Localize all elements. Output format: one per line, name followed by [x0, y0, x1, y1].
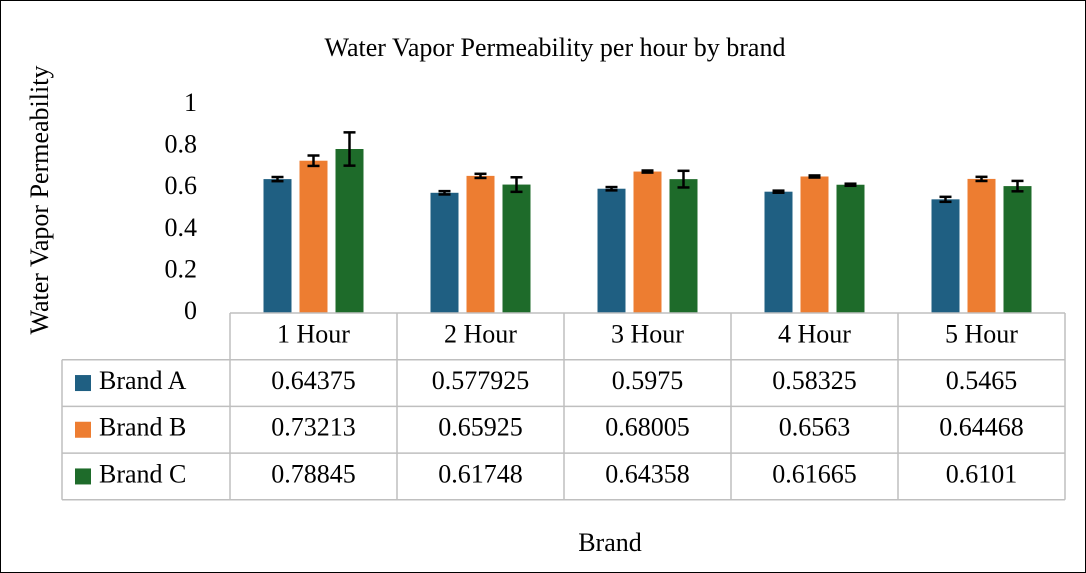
y-tick-label: 0.4 [165, 213, 198, 242]
x-tick-label: 4 Hour [778, 319, 851, 348]
bar [764, 191, 793, 313]
table-cell: 0.61665 [772, 459, 857, 488]
bar [597, 188, 626, 313]
table-cell: 0.577925 [432, 366, 530, 395]
bar [502, 184, 531, 313]
bar [800, 176, 829, 313]
table-cell: 0.61748 [438, 459, 523, 488]
table-cell: 0.65925 [438, 413, 523, 442]
table-cell: 0.64468 [939, 413, 1024, 442]
table-cell: 0.78845 [271, 459, 356, 488]
bar [430, 192, 459, 313]
table-cell: 0.6101 [946, 459, 1018, 488]
bar [1003, 186, 1032, 313]
legend-swatch [75, 421, 91, 438]
x-tick-label: 1 Hour [277, 319, 350, 348]
x-axis-label: Brand [578, 528, 642, 557]
legend-label: Brand A [99, 366, 187, 395]
bar [836, 184, 865, 313]
table-cell: 0.73213 [271, 413, 356, 442]
bar [263, 179, 292, 313]
bar [299, 160, 328, 313]
table-cell: 0.64375 [271, 366, 356, 395]
bar [466, 175, 495, 313]
table-cell: 0.68005 [605, 413, 690, 442]
table-cell: 0.5465 [946, 366, 1018, 395]
table-cell: 0.58325 [772, 366, 857, 395]
y-tick-label: 0 [184, 296, 197, 325]
legend-swatch [75, 468, 91, 485]
y-tick-label: 1 [184, 88, 197, 117]
bar [335, 149, 364, 313]
bar [633, 171, 662, 313]
table-cell: 0.64358 [605, 459, 690, 488]
bar [931, 199, 960, 313]
x-tick-label: 3 Hour [611, 319, 684, 348]
legend-label: Brand C [99, 459, 186, 488]
y-axis-label: Water Vapor Permeability [25, 66, 54, 335]
table-cell: 0.6563 [779, 413, 851, 442]
bar [669, 179, 698, 313]
legend-swatch [75, 375, 91, 392]
x-tick-label: 2 Hour [444, 319, 517, 348]
bar [967, 178, 996, 313]
x-tick-label: 5 Hour [945, 319, 1018, 348]
y-tick-label: 0.8 [165, 130, 198, 159]
table-cell: 0.5975 [612, 366, 684, 395]
legend-label: Brand B [99, 413, 186, 442]
y-tick-label: 0.2 [165, 254, 198, 283]
y-tick-label: 0.6 [165, 171, 198, 200]
chart-title: Water Vapor Permeability per hour by bra… [325, 33, 786, 62]
